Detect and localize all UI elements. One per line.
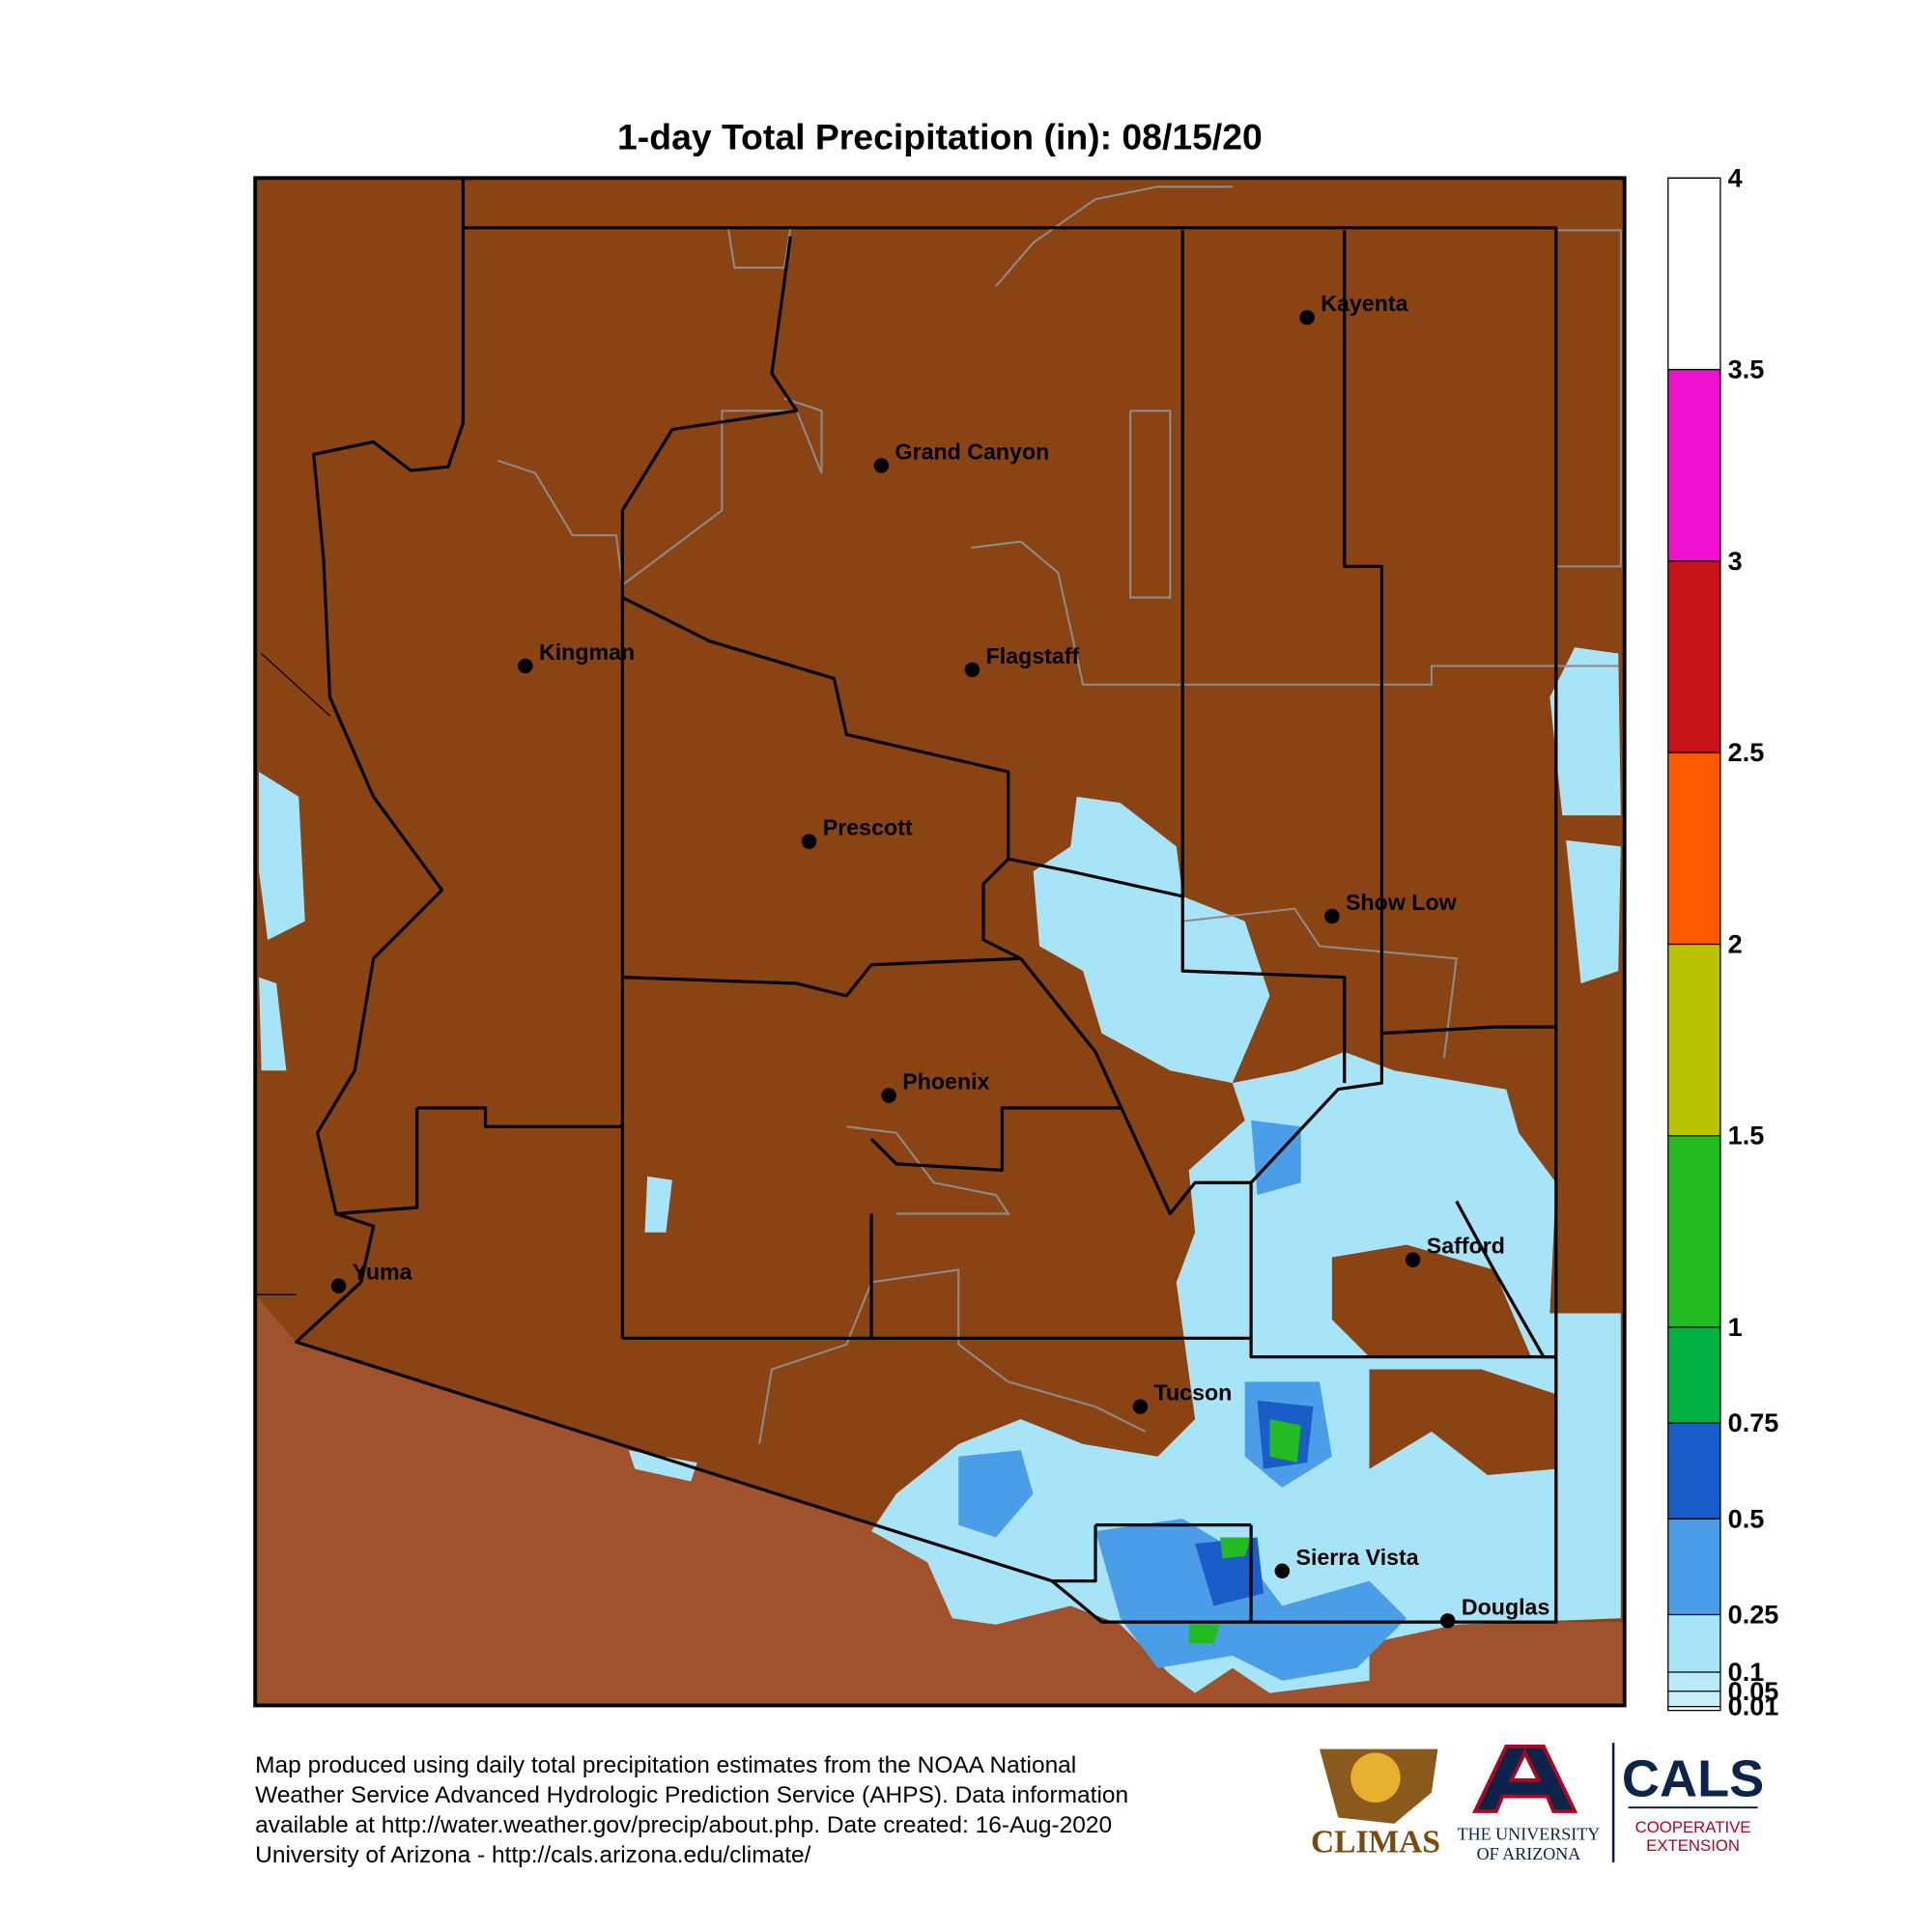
city-label: Prescott xyxy=(823,815,913,840)
city-label: Kingman xyxy=(539,639,635,665)
colorbar-segment xyxy=(1667,1327,1720,1424)
city-label: Phoenix xyxy=(902,1069,989,1094)
city-label: Tucson xyxy=(1154,1380,1233,1406)
footer-line: University of Arizona - http://cals.ariz… xyxy=(255,1842,810,1868)
city-dot xyxy=(1405,1252,1421,1267)
city-dot xyxy=(881,1088,896,1103)
colorbar-tick-label: 2.5 xyxy=(1728,738,1765,767)
colorbar-tick-label: 3.5 xyxy=(1728,355,1765,384)
city-labels: Kayenta Grand Canyon Kingman Flagstaff Presc… xyxy=(330,291,1549,1629)
colorbar-segment xyxy=(1667,1690,1720,1707)
city-dot xyxy=(801,834,817,849)
colorbar-tick-label: 0.5 xyxy=(1728,1504,1765,1533)
colorbar-segment xyxy=(1667,1423,1720,1520)
city-label: Show Low xyxy=(1346,890,1458,915)
city-dot xyxy=(330,1278,347,1293)
map xyxy=(253,176,1627,1708)
footer-line: Weather Service Advanced Hydrologic Pred… xyxy=(255,1782,1128,1808)
city-label: Safford xyxy=(1427,1234,1505,1259)
city-dot xyxy=(1132,1399,1149,1414)
cals-logo-sub: COOPERATIVE xyxy=(1635,1818,1751,1836)
footer-line: available at http://water.weather.gov/pr… xyxy=(255,1812,1112,1838)
city-dot xyxy=(964,662,980,678)
city-dot xyxy=(1299,309,1315,326)
cals-logo: CALS xyxy=(1622,1750,1764,1808)
colorbar-segment xyxy=(1667,560,1720,753)
mexico xyxy=(255,1294,1625,1706)
city-label: Kayenta xyxy=(1321,291,1408,316)
climas-sun xyxy=(1350,1752,1401,1803)
city-dot xyxy=(1439,1613,1456,1629)
colorbar-tick-label: 1.5 xyxy=(1728,1122,1765,1151)
logos: CLIMAS THE UNIVERSITY OF ARIZONA CALS CO… xyxy=(1311,1743,1764,1863)
climas-logo: CLIMAS xyxy=(1311,1825,1440,1861)
footer: Map produced using daily total precipita… xyxy=(255,1752,1128,1868)
land-boundaries xyxy=(497,185,1622,1445)
colorbar-tick-label: 4 xyxy=(1728,163,1743,192)
city-label: Douglas xyxy=(1462,1594,1549,1619)
colorbar-tick-label: 0.75 xyxy=(1728,1408,1779,1437)
colorbar-segment xyxy=(1667,1614,1720,1672)
colorbar-segment xyxy=(1667,944,1720,1136)
ua-logo: OF ARIZONA xyxy=(1477,1844,1581,1863)
city-dot xyxy=(1274,1563,1291,1579)
colorbar-tick-label: 2 xyxy=(1728,929,1743,958)
city-dot xyxy=(518,658,533,674)
city-label: Sierra Vista xyxy=(1295,1545,1419,1570)
city-label: Grand Canyon xyxy=(895,440,1050,465)
colorbar-tick-label: 0.25 xyxy=(1728,1600,1779,1629)
city-label: Flagstaff xyxy=(986,643,1080,668)
colorbar-tick-label: 0.05 xyxy=(1728,1677,1779,1706)
colorbar-segment xyxy=(1667,753,1720,945)
colorbar-tick-label: 0.1 xyxy=(1728,1658,1765,1687)
map-title: 1-day Total Precipitation (in): 08/15/20 xyxy=(617,117,1263,157)
ua-logo: THE UNIVERSITY xyxy=(1458,1825,1601,1844)
footer-line: Map produced using daily total precipita… xyxy=(255,1752,1076,1778)
colorbar-tick-label: 0.01 xyxy=(1728,1692,1779,1721)
colorbar: 0.010.050.1 0.25 0.5 0.75 1 1.5 2 2.5 3 3.5 4 xyxy=(1667,163,1779,1721)
ua-logo-mark xyxy=(1471,1745,1578,1813)
county-boundaries xyxy=(255,178,1558,1624)
colorbar-segment xyxy=(1667,1135,1720,1328)
city-dot xyxy=(873,458,890,473)
map-frame xyxy=(253,176,1627,1708)
cals-logo-sub: EXTENSION xyxy=(1646,1836,1740,1855)
colorbar-tick-label: 3 xyxy=(1728,547,1743,576)
colorbar-tick-label: 1 xyxy=(1728,1313,1743,1342)
city-dot xyxy=(1324,908,1340,924)
colorbar-segment xyxy=(1667,1519,1720,1615)
colorbar-segment xyxy=(1667,178,1720,370)
colorbar-segment xyxy=(1667,1671,1720,1691)
colorbar-segment xyxy=(1667,369,1720,561)
city-label: Yuma xyxy=(353,1260,413,1285)
